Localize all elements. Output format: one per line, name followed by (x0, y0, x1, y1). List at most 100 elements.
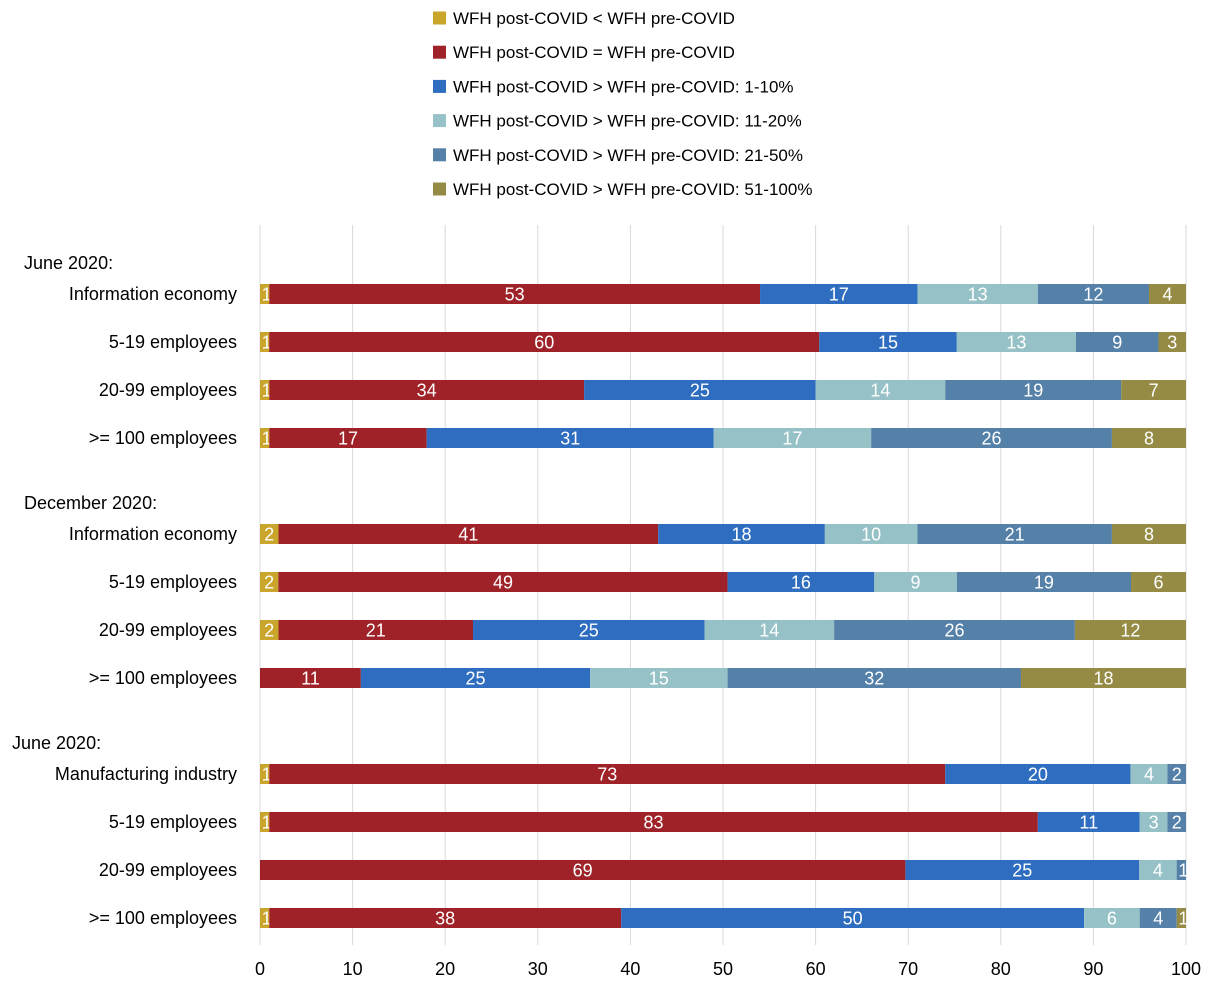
category-label: Manufacturing industry (55, 764, 237, 784)
data-label: 12 (1083, 285, 1103, 305)
bar-segment (260, 620, 279, 640)
data-label: 1 (1178, 861, 1188, 881)
bar-segment (1121, 380, 1186, 400)
data-label: 1 (262, 813, 272, 833)
data-label: 2 (264, 573, 274, 593)
data-label: 31 (560, 429, 580, 449)
bar-segment (1130, 764, 1168, 784)
bar-segment (260, 380, 270, 400)
category-label: 20-99 employees (99, 380, 237, 400)
data-label: 41 (458, 525, 478, 545)
bar-segment (1139, 812, 1168, 832)
data-label: 19 (1023, 381, 1043, 401)
data-label: 19 (1034, 573, 1054, 593)
bar-segment (1037, 284, 1149, 304)
data-label: 32 (864, 669, 884, 689)
legend-label: WFH post-COVID = WFH pre-COVID (453, 43, 735, 62)
bar-segment (260, 572, 279, 592)
category-label: >= 100 employees (89, 428, 237, 448)
data-label: 16 (791, 573, 811, 593)
data-label: 9 (911, 573, 921, 593)
bar-segment (658, 524, 825, 544)
x-tick-label: 20 (435, 959, 455, 979)
bar-segment (1158, 332, 1186, 352)
x-tick-label: 40 (620, 959, 640, 979)
category-label: 5-19 employees (109, 572, 237, 592)
bar-segment (269, 284, 761, 304)
data-label: 1 (262, 381, 272, 401)
bar-segment (727, 668, 1021, 688)
bar-segment (621, 908, 1085, 928)
data-label: 11 (1079, 813, 1098, 833)
data-label: 18 (732, 525, 752, 545)
bar-segment (260, 668, 361, 688)
data-label: 26 (982, 429, 1002, 449)
data-label: 14 (870, 381, 890, 401)
data-label: 1 (1178, 909, 1188, 929)
data-label: 6 (1153, 573, 1163, 593)
data-label: 2 (264, 621, 274, 641)
data-label: 25 (465, 669, 485, 689)
group-label: December 2020: (24, 493, 157, 513)
data-label: 11 (301, 669, 320, 689)
bar-segment (260, 284, 270, 304)
data-label: 15 (649, 669, 669, 689)
data-label: 4 (1153, 909, 1163, 929)
data-label: 18 (1093, 669, 1113, 689)
bar-segment (871, 428, 1112, 448)
bar-segment (1130, 572, 1186, 592)
category-label: 5-19 employees (109, 812, 237, 832)
legend-swatch (433, 114, 446, 128)
bar-segment (1111, 524, 1186, 544)
legend-label: WFH post-COVID > WFH pre-COVID: 21-50% (453, 146, 803, 165)
bar-segment (269, 812, 1038, 832)
data-label: 38 (435, 909, 455, 929)
bar-segment (956, 332, 1076, 352)
bar-segment (269, 764, 946, 784)
bar-segment (260, 524, 279, 544)
data-label: 2 (1172, 765, 1182, 785)
bar-segment (260, 908, 270, 928)
bar-segment (1075, 332, 1159, 352)
bar-segment (472, 620, 705, 640)
legend-label: WFH post-COVID > WFH pre-COVID: 11-20% (453, 112, 802, 131)
x-tick-label: 30 (528, 959, 548, 979)
bar-segment (713, 428, 872, 448)
legend-swatch (433, 148, 446, 162)
bar-segment (815, 380, 946, 400)
data-label: 50 (843, 909, 863, 929)
legend-swatch (433, 79, 446, 93)
data-label: 3 (1167, 333, 1177, 353)
bar-segment (1037, 812, 1140, 832)
bar-segment (905, 860, 1140, 880)
data-label: 8 (1144, 525, 1154, 545)
data-label: 49 (493, 573, 513, 593)
bar-segment (260, 428, 270, 448)
data-label: 73 (597, 765, 617, 785)
legend-label: WFH post-COVID > WFH pre-COVID: 51-100% (453, 180, 812, 199)
data-label: 12 (1120, 621, 1140, 641)
data-label: 60 (534, 333, 554, 353)
x-tick-label: 10 (343, 959, 363, 979)
data-label: 6 (1107, 909, 1117, 929)
bar-segment (1139, 860, 1177, 880)
bar-segment (1167, 764, 1186, 784)
data-label: 17 (782, 429, 802, 449)
bars: 1 53 17 13 12 41 60 15 13 9 31 34 25 14 19 71 17 31 17 26 82… (260, 284, 1188, 929)
data-label: 13 (1006, 333, 1026, 353)
bar-segment (1167, 812, 1186, 832)
category-labels: June 2020: December 2020: June 2020: Inform… (12, 253, 237, 928)
bar-segment (260, 812, 270, 832)
data-label: 21 (1005, 525, 1025, 545)
data-label: 1 (262, 765, 272, 785)
group-label: June 2020: (12, 733, 101, 753)
category-label: 20-99 employees (99, 620, 237, 640)
bar-segment (704, 620, 835, 640)
bar-segment (819, 332, 957, 352)
data-label: 4 (1162, 285, 1172, 305)
data-label: 3 (1149, 813, 1159, 833)
category-label: >= 100 employees (89, 908, 237, 928)
data-label: 2 (264, 525, 274, 545)
bar-segment (278, 572, 728, 592)
